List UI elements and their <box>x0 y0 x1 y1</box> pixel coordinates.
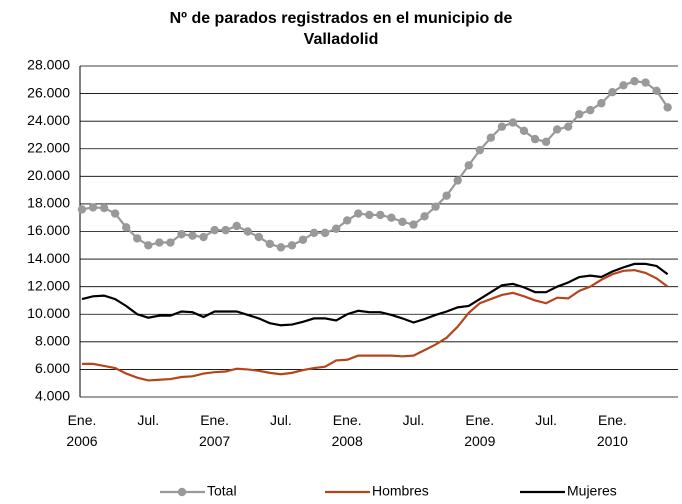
series-marker <box>497 122 507 131</box>
series-marker <box>99 203 109 213</box>
series-marker <box>144 241 153 250</box>
y-tick-label: 16.000 <box>27 222 70 238</box>
series-marker <box>409 220 418 229</box>
series-marker <box>122 223 131 232</box>
series-marker <box>619 81 628 90</box>
series-marker <box>442 191 451 200</box>
series-marker <box>77 205 87 214</box>
series-marker <box>652 86 661 96</box>
x-tick-label: Ene. 2008 <box>331 412 363 449</box>
y-tick-label: 10.000 <box>27 305 70 321</box>
series-marker <box>586 105 595 115</box>
series-marker <box>641 78 650 87</box>
series-marker <box>210 225 219 235</box>
y-tick-label: 14.000 <box>27 250 70 266</box>
y-tick-label: 12.000 <box>27 277 70 293</box>
legend-marker <box>177 487 187 497</box>
series-marker <box>608 88 617 97</box>
series-marker <box>287 241 297 250</box>
x-tick-label: Ene. 2010 <box>596 412 628 449</box>
series-marker <box>320 228 330 238</box>
series-marker <box>597 99 606 108</box>
series-marker <box>343 216 352 225</box>
series-marker <box>508 118 518 127</box>
y-tick-label: 18.000 <box>27 195 70 211</box>
y-tick-label: 26.000 <box>27 84 70 100</box>
series-marker <box>552 125 562 134</box>
series-marker <box>575 110 584 119</box>
y-tick-label: 6.000 <box>35 360 70 376</box>
series-marker <box>331 224 341 233</box>
series-marker <box>530 134 540 144</box>
y-tick-label: 24.000 <box>27 112 70 128</box>
series-line <box>81 262 669 327</box>
series-marker <box>110 209 120 218</box>
series-marker <box>564 122 573 131</box>
series-marker <box>354 209 363 218</box>
series-marker <box>276 243 286 252</box>
y-tick-label: 8.000 <box>35 333 70 349</box>
series-marker <box>254 232 263 242</box>
series-marker <box>398 217 407 227</box>
x-tick-label: Jul. <box>535 412 557 428</box>
series-marker <box>630 76 639 86</box>
series-marker <box>309 228 319 238</box>
chart-title: Nº de parados registrados en el municipi… <box>169 10 513 48</box>
legend-label: Mujeres <box>567 483 617 499</box>
series-marker <box>232 221 241 231</box>
x-tick-label: Jul. <box>137 412 160 428</box>
y-tick-label: 28.000 <box>27 57 70 73</box>
x-tick-label: Ene. 2009 <box>464 412 496 449</box>
series-marker <box>431 202 440 211</box>
x-tick-label: Ene. 2006 <box>66 412 98 449</box>
series-marker <box>453 176 462 185</box>
x-tick-label: Ene. 2007 <box>199 412 231 449</box>
legend-label: Hombres <box>372 483 429 499</box>
series-marker <box>486 133 496 142</box>
series-marker <box>243 227 252 236</box>
x-tick-label: Jul. <box>402 412 425 428</box>
series-marker <box>188 231 197 240</box>
legend-label: Total <box>207 483 237 499</box>
series-marker <box>387 213 396 222</box>
series-marker <box>541 137 551 147</box>
series-marker <box>265 239 275 249</box>
y-tick-label: 4.000 <box>35 388 70 404</box>
x-tick-label: Jul. <box>269 412 292 428</box>
y-tick-label: 20.000 <box>27 167 70 183</box>
series-marker <box>166 238 175 247</box>
series-marker <box>464 161 473 170</box>
series-marker <box>199 232 208 242</box>
series-marker <box>420 212 429 221</box>
series-marker <box>221 225 230 235</box>
series-marker <box>365 210 374 220</box>
series-line <box>81 80 669 249</box>
series-marker <box>155 238 164 247</box>
series-marker <box>177 230 186 239</box>
series-marker <box>519 126 529 136</box>
series-marker <box>298 235 308 244</box>
series-line <box>82 269 669 382</box>
series-marker <box>88 203 98 212</box>
series-marker <box>133 234 142 243</box>
series-marker <box>475 145 484 155</box>
y-tick-label: 22.000 <box>27 139 70 155</box>
series-marker <box>376 210 385 220</box>
series-marker <box>663 103 672 112</box>
